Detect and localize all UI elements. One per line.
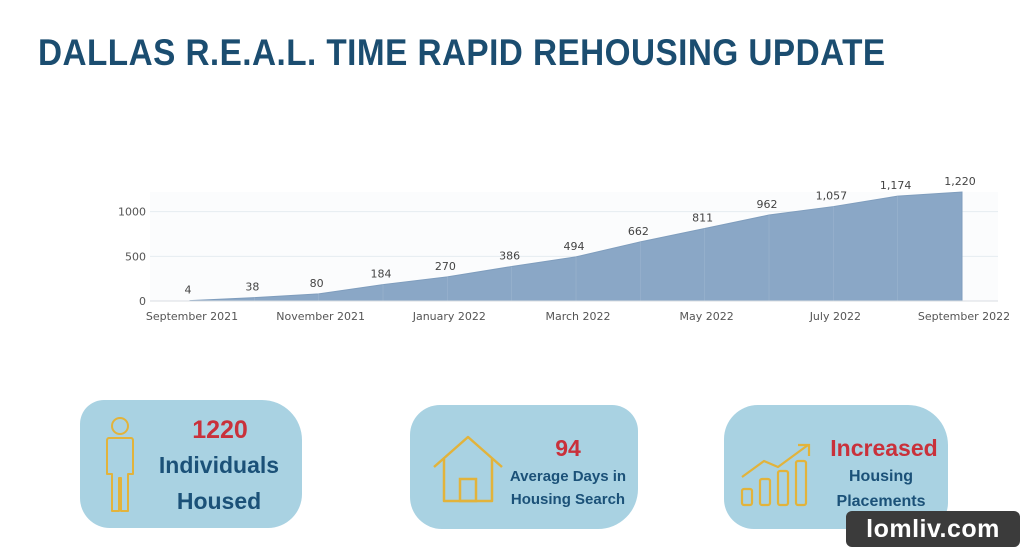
growth-chart-icon: [740, 443, 811, 507]
rehousing-area-chart: 0 500 1000 4 38 80 184 270 386 494 662 811 962 1,057 1…: [118, 175, 1010, 323]
data-label: 184: [371, 268, 392, 281]
individuals-housed-label-line1: Individuals: [158, 452, 280, 478]
data-label: 270: [435, 260, 456, 273]
data-label: 494: [564, 240, 585, 253]
data-label: 38: [245, 281, 259, 294]
x-tick-label: July 2022: [809, 310, 861, 323]
average-days-label-line1: Average Days in: [509, 468, 627, 485]
individuals-housed-label-line2: Housed: [176, 488, 262, 514]
page-title: DALLAS R.E.A.L. TIME RAPID REHOUSING UPD…: [38, 32, 886, 73]
average-days-label-line2: Housing Search: [510, 491, 626, 508]
data-label: 386: [499, 250, 520, 263]
x-tick-label: November 2021: [276, 310, 365, 323]
data-label: 80: [310, 277, 324, 290]
data-label: 1,220: [944, 175, 976, 188]
x-tick-label: January 2022: [412, 310, 486, 323]
x-tick-label: September 2021: [146, 310, 238, 323]
data-label: 962: [757, 198, 778, 211]
data-label: 811: [692, 212, 713, 225]
person-icon: [106, 417, 134, 512]
increased-text: Increased: [830, 435, 938, 461]
average-days-card: 94 Average Days in Housing Search: [410, 405, 638, 529]
data-label: 662: [628, 225, 649, 238]
individuals-housed-number: 1220: [192, 416, 248, 444]
watermark: lomliv.com: [846, 511, 1020, 547]
data-label: 4: [185, 284, 192, 297]
house-icon: [433, 435, 503, 503]
data-label: 1,057: [816, 190, 848, 203]
data-label: 1,174: [880, 179, 912, 192]
housing-placements-label-line2: Placements: [836, 493, 926, 510]
individuals-housed-card: 1220 Individuals Housed: [80, 400, 302, 528]
x-tick-label: September 2022: [918, 310, 1010, 323]
y-tick-label: 0: [139, 295, 146, 308]
y-tick-label: 1000: [118, 206, 146, 219]
x-tick-label: May 2022: [680, 310, 734, 323]
increased-placements-card: Increased Housing Placements: [724, 405, 948, 529]
x-tick-label: March 2022: [545, 310, 610, 323]
average-days-number: 94: [555, 435, 581, 461]
y-tick-label: 500: [125, 250, 146, 263]
housing-placements-label-line1: Housing: [849, 468, 913, 485]
